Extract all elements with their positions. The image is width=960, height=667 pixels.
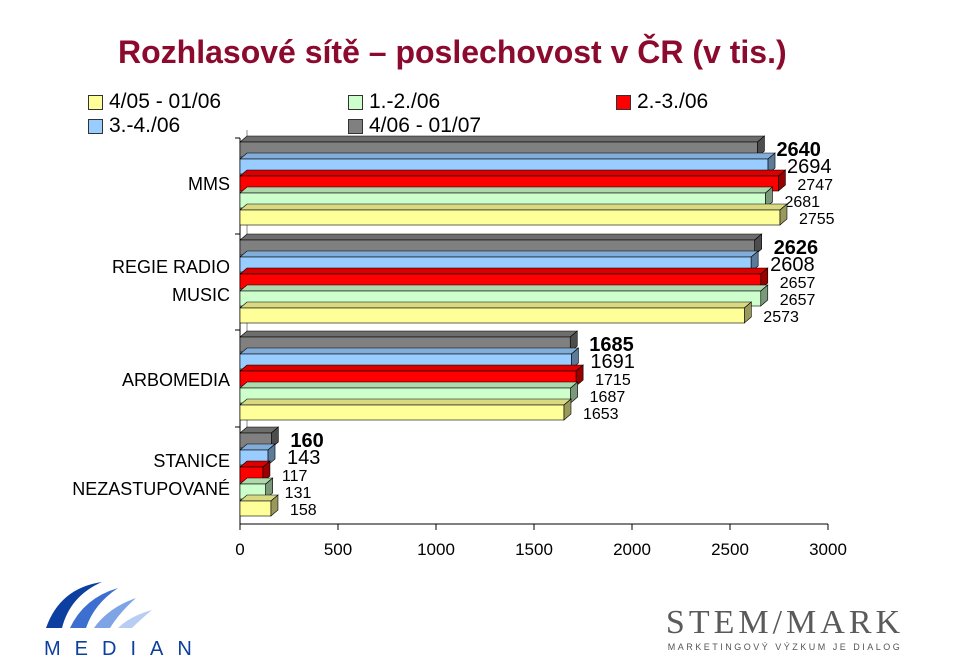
chart-title: Rozhlasové sítě – poslechovost v ČR (v t… [118, 34, 787, 70]
bar-top-face [239, 284, 769, 292]
stem-mark-logo: STEM/MARK MARKETINGOVÝ VÝZKUM JE DIALOG [655, 604, 915, 653]
footer: MEDIAN STEM/MARK MARKETINGOVÝ VÝZKUM JE … [0, 578, 960, 667]
bar-side-face [267, 443, 276, 466]
bar-side-face [779, 203, 788, 226]
legend-item: 4/05 - 01/06 [88, 90, 221, 114]
bar-side-face [570, 381, 578, 404]
x-tick-label: 500 [324, 540, 352, 559]
data-label: 2747 [797, 177, 833, 194]
data-label: 1653 [583, 406, 619, 423]
bar-side-face [760, 267, 769, 290]
category-label: ARBOMEDIA [121, 370, 230, 390]
data-label: 2608 [770, 254, 815, 276]
data-label: 2626 [774, 237, 819, 259]
bar-side-face [271, 426, 279, 449]
legend-label: 4/06 - 01/07 [369, 114, 482, 137]
bar-side-face [262, 460, 271, 483]
legend-label: 4/05 - 01/06 [109, 90, 222, 113]
bar-side-face [571, 347, 579, 370]
bar-side-face [757, 135, 765, 158]
legend-item: 2.-3./06 [616, 90, 708, 114]
data-label: 1715 [595, 372, 631, 389]
data-label: 1691 [590, 351, 635, 373]
bar [239, 209, 781, 226]
data-label: 2694 [787, 156, 832, 178]
bar-top-face [239, 364, 584, 372]
x-tick-label: 2500 [711, 540, 749, 559]
legend-swatch [88, 94, 103, 110]
legend-item: 1.-2./06 [348, 90, 440, 114]
bar-top-face [239, 135, 766, 143]
stem-mark-name: STEM/MARK [665, 604, 905, 641]
legend-swatch [348, 118, 363, 134]
bar-side-face [765, 186, 773, 209]
legend-label: 3.-4./06 [109, 114, 181, 137]
data-label: 1687 [590, 389, 626, 406]
bar-side-face [265, 477, 273, 500]
bar-top-face [239, 152, 776, 160]
data-label: 1685 [589, 334, 634, 356]
bar-top-face [239, 250, 759, 258]
bar-side-face [754, 233, 762, 256]
data-label: 143 [287, 447, 320, 469]
bar-side-face [270, 494, 279, 517]
bar-top-face [239, 233, 763, 241]
data-label: 2681 [784, 194, 820, 211]
data-label: 2657 [780, 275, 816, 292]
chart-legend: 4/05 - 01/06 1.-2./06 2.-3./06 3.-4./06 … [88, 90, 788, 140]
data-label: 2573 [763, 309, 799, 326]
legend-label: 1.-2./06 [369, 90, 441, 113]
category-label: STANICE NEZASTUPOVANÉ [72, 451, 230, 499]
bar-top-face [239, 330, 579, 338]
legend-label: 2.-3./06 [637, 90, 709, 113]
x-tick-label: 1000 [417, 540, 455, 559]
bar-side-face [750, 250, 759, 273]
bar-top-face [239, 347, 580, 355]
bar-side-face [569, 330, 578, 353]
median-emblem-icon [46, 582, 152, 628]
bar-top-face [239, 381, 579, 389]
legend-swatch [88, 118, 103, 134]
bar-top-face [239, 203, 788, 211]
bar-top-face [239, 301, 753, 309]
median-logo-text: MEDIAN [44, 638, 206, 660]
x-tick-label: 2000 [613, 540, 651, 559]
legend-item: 4/06 - 01/07 [348, 114, 481, 138]
bar-top-face [239, 186, 774, 194]
x-tick-label: 0 [235, 540, 244, 559]
data-label: 158 [290, 502, 317, 519]
bar-side-face [760, 284, 769, 307]
median-logo [40, 578, 170, 664]
data-label: 2657 [780, 292, 816, 309]
data-label: 160 [290, 430, 323, 452]
data-label: 117 [282, 468, 308, 485]
bar-top-face [239, 398, 572, 406]
bar [239, 307, 745, 324]
stem-mark-tagline: MARKETINGOVÝ VÝZKUM JE DIALOG [667, 642, 903, 652]
legend-swatch [348, 94, 363, 110]
category-label: REGIE RADIO MUSIC [111, 257, 230, 305]
x-tick-label: 3000 [809, 540, 847, 559]
bar-top-face [239, 267, 769, 275]
bar-side-face [744, 301, 752, 324]
bar-side-face [778, 169, 786, 192]
bar-side-face [563, 398, 572, 421]
data-label: 2755 [799, 211, 835, 228]
bar-side-face [767, 152, 776, 175]
bar [239, 404, 565, 421]
x-tick-label: 1500 [515, 540, 553, 559]
legend-item: 3.-4./06 [88, 114, 180, 138]
bar-top-face [239, 169, 787, 177]
bar [239, 500, 272, 517]
bar-chart: 0 500 1000 1500 2000 2500 3000 2640269427472681… [235, 130, 847, 559]
category-label: MMS [188, 174, 230, 194]
bar-side-face [575, 364, 584, 387]
data-label: 131 [285, 485, 312, 502]
data-label: 2640 [776, 139, 821, 161]
legend-swatch [616, 94, 631, 110]
